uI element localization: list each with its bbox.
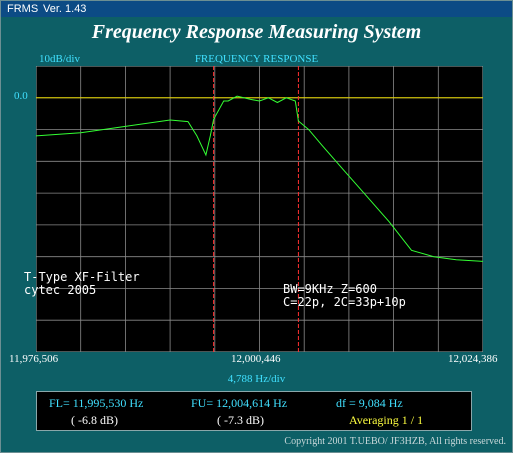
window-title: FRMS (7, 3, 39, 15)
fu-value: FU= 12,004,614 Hz (191, 396, 288, 410)
scale-label: 10dB/div (39, 53, 80, 65)
response-trace (36, 95, 483, 262)
filter-note-line-2: cytec 2005 (24, 283, 97, 297)
frequency-response-plot (36, 66, 483, 352)
hz-per-div-label: 4,788 Hz/div (227, 373, 286, 385)
param-note-line-1: BW=9KHz Z=600 (283, 282, 377, 296)
fu-db-value: ( -7.3 dB) (217, 413, 264, 427)
filter-note: T-Type XF-Filter cytec 2005 (24, 271, 140, 297)
df-value: df = 9,084 Hz (336, 396, 403, 410)
filter-note-line-1: T-Type XF-Filter (24, 270, 140, 284)
window-version: Ver. 1.43 (43, 3, 87, 15)
app-title: Frequency Response Measuring System (91, 21, 422, 43)
fl-db-value: ( -6.8 dB) (71, 413, 118, 427)
freq-start-label: 11,976,506 (9, 353, 59, 365)
chart-title: FREQUENCY RESPONSE (194, 53, 319, 65)
averaging-value: Averaging 1 / 1 (349, 413, 424, 427)
freq-end-label: 12,024,386 (448, 353, 498, 365)
param-note-line-2: C=22p, 2C=33p+10p (283, 295, 406, 309)
copyright: Copyright 2001 T.UEBO/ JF3HZB, All right… (284, 436, 506, 447)
title-bar[interactable]: FRMS Ver. 1.43 (1, 1, 512, 17)
measurement-readout: FL= 11,995,530 Hz ( -6.8 dB) FU= 12,004,… (36, 391, 472, 431)
freq-center-label: 12,000,446 (231, 353, 281, 365)
fl-value: FL= 11,995,530 Hz (49, 396, 144, 410)
param-note: BW=9KHz Z=600 C=22p, 2C=33p+10p (283, 283, 406, 309)
reference-level-label: 0.0 (14, 90, 28, 102)
